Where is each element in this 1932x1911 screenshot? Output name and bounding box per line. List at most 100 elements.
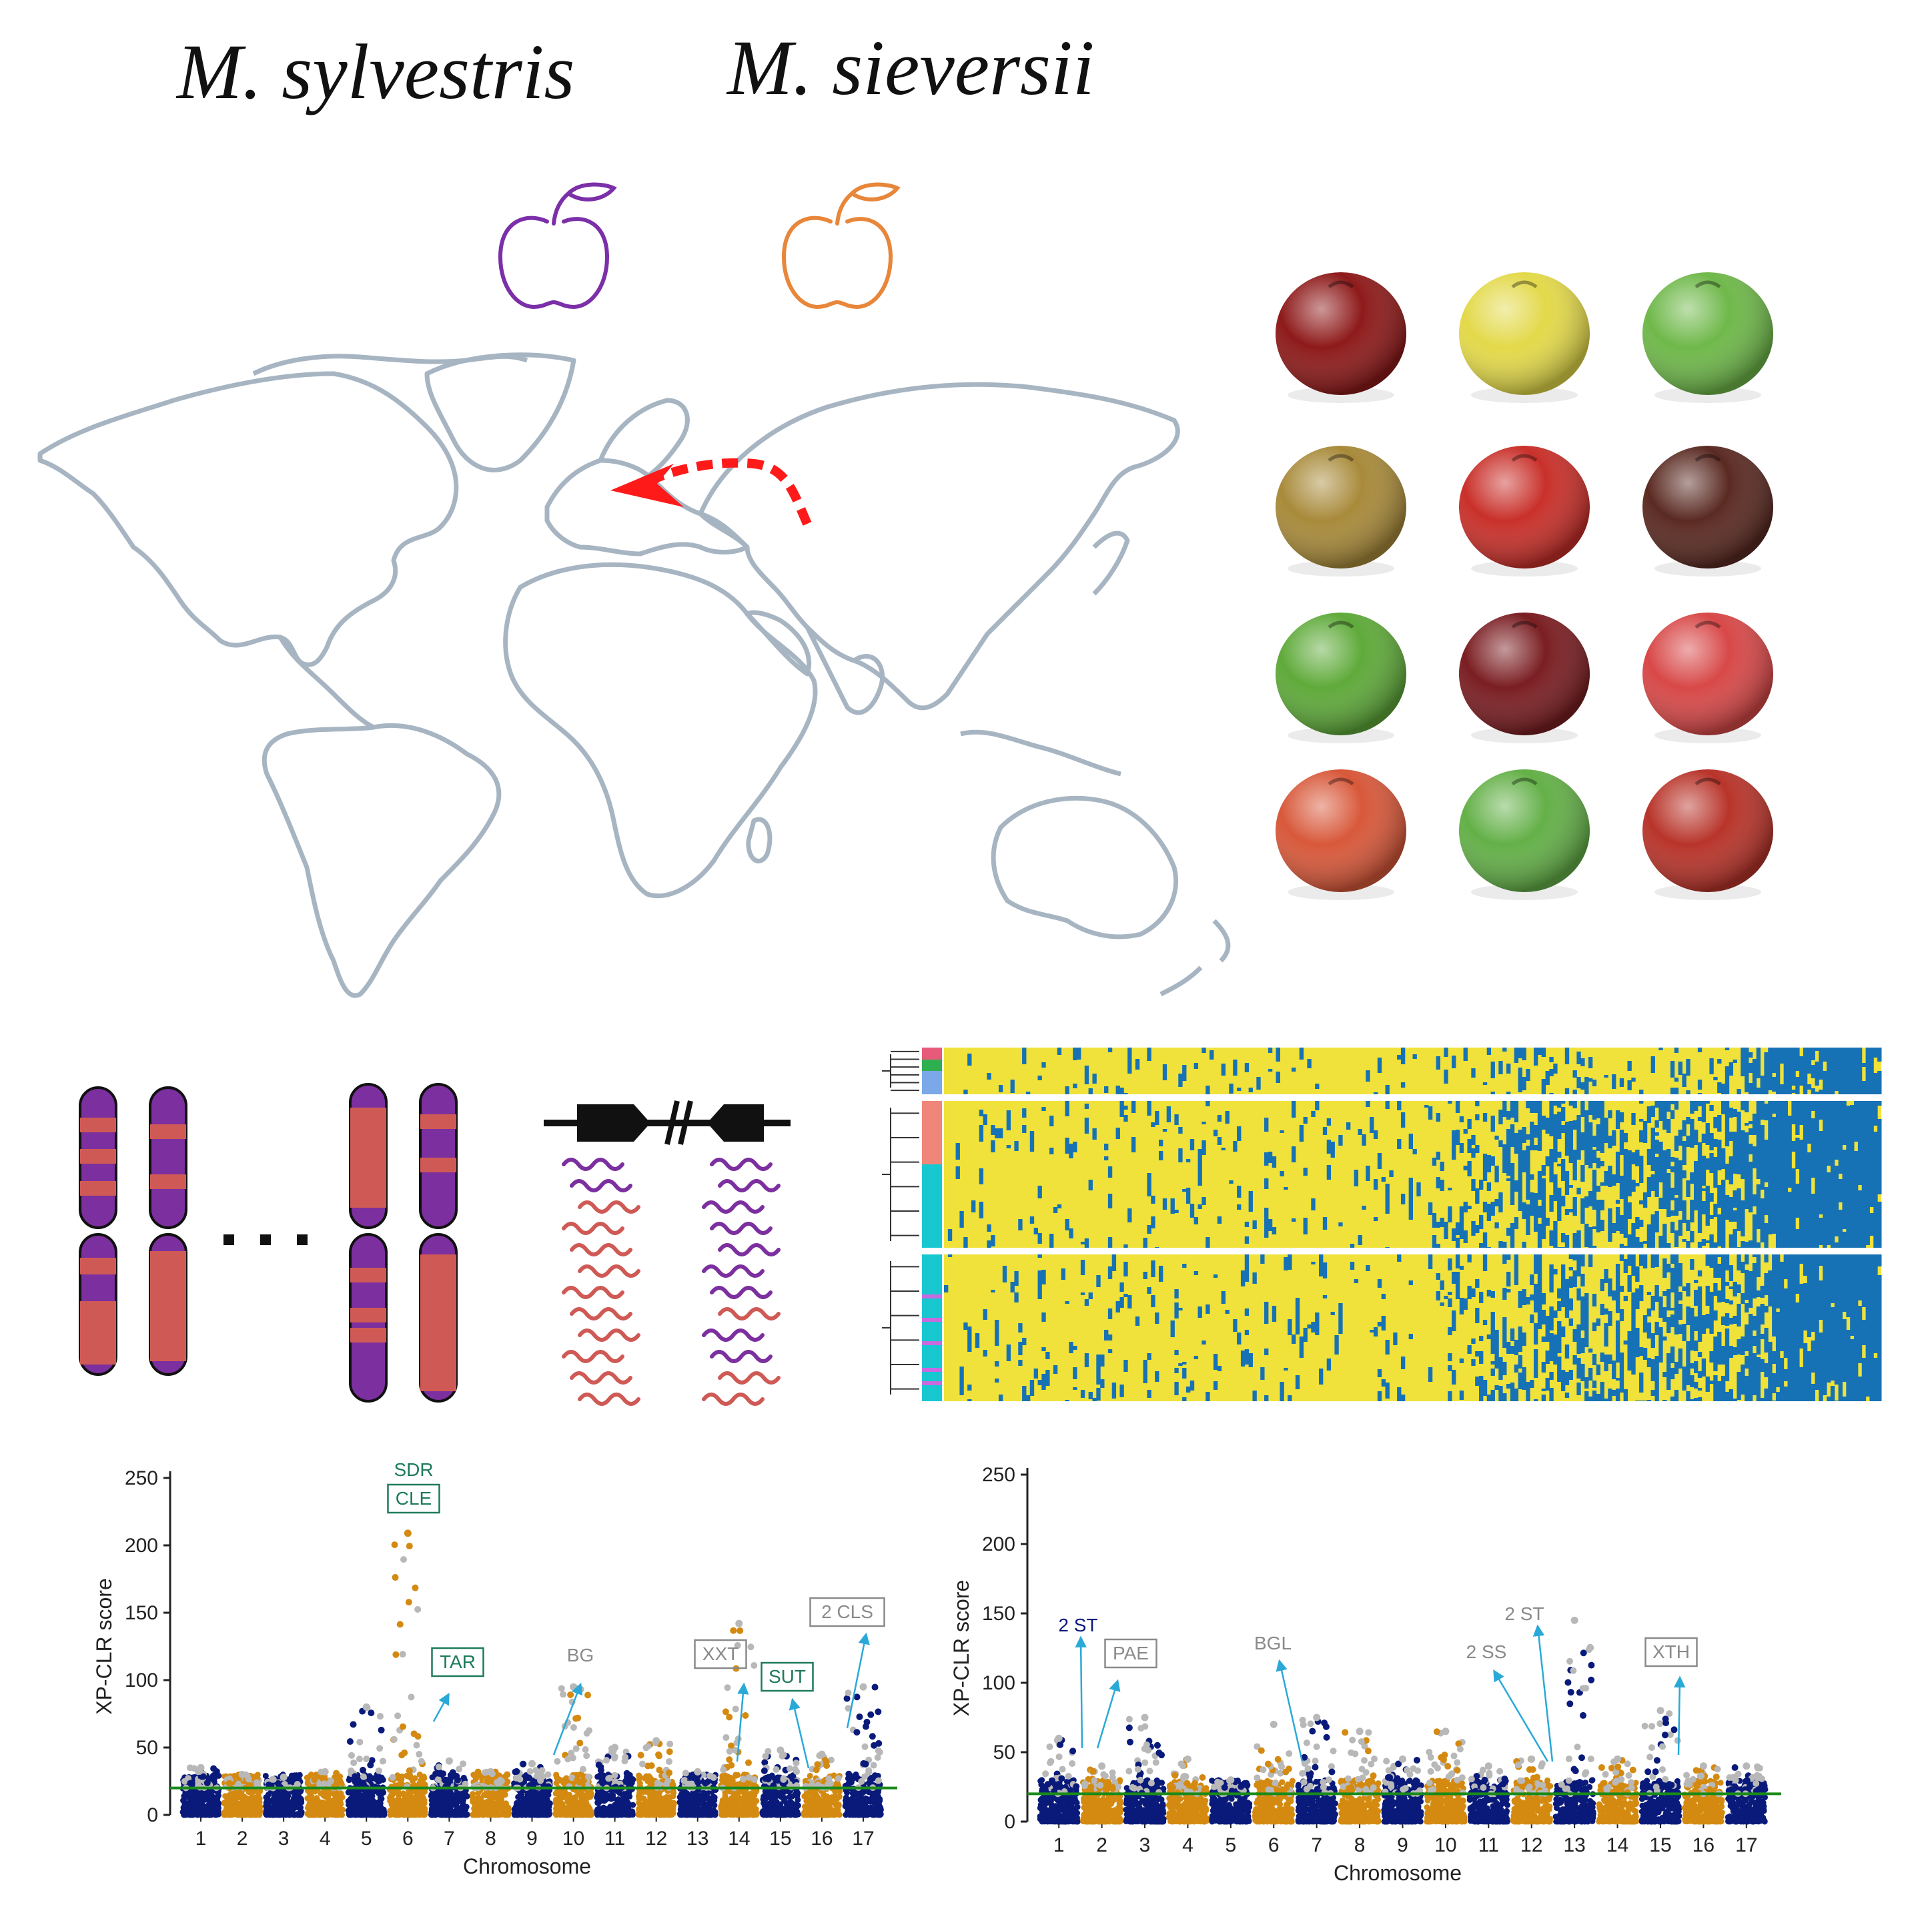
data-point (215, 1800, 221, 1806)
data-point (493, 1779, 500, 1786)
chromosome (419, 1083, 458, 1403)
apple-photo (1459, 446, 1590, 577)
data-point (199, 1773, 207, 1780)
read-strand (570, 1179, 632, 1192)
data-point (611, 1744, 619, 1752)
group-bar (922, 1101, 942, 1164)
data-point (443, 1801, 450, 1808)
data-point (516, 1799, 523, 1806)
arrow-head-icon (610, 464, 684, 507)
read-strand (562, 1222, 624, 1235)
chromosome (79, 1086, 117, 1376)
data-point (404, 1802, 411, 1808)
data-point (579, 1766, 586, 1773)
group-bar (922, 1381, 942, 1385)
data-point (579, 1806, 586, 1813)
data-point (406, 1543, 413, 1550)
chromosome (149, 1086, 187, 1376)
data-point (682, 1770, 689, 1777)
data-point (780, 1776, 787, 1783)
data-point (350, 1759, 358, 1766)
data-point (726, 1748, 733, 1755)
data-point (354, 1778, 362, 1786)
data-point (334, 1790, 340, 1797)
data-point (414, 1606, 422, 1613)
map-se-asia-islands (960, 729, 1121, 777)
data-point (362, 1703, 370, 1711)
data-point (408, 1693, 415, 1701)
data-point (187, 1780, 194, 1787)
data-point (406, 1767, 413, 1774)
data-point (597, 1798, 604, 1804)
data-point (207, 1812, 213, 1818)
data-point (720, 1812, 727, 1818)
read-strand (710, 1158, 773, 1171)
data-point (232, 1808, 239, 1815)
data-point (490, 1809, 497, 1816)
data-point (793, 1805, 800, 1812)
data-point (191, 1765, 198, 1772)
data-point (743, 1802, 750, 1808)
data-point (562, 1776, 568, 1783)
data-point (441, 1811, 448, 1818)
data-point (655, 1751, 662, 1758)
data-point (636, 1780, 643, 1787)
data-point (737, 1804, 744, 1811)
x-tick-label: 15 (769, 1828, 791, 1850)
data-point (263, 1808, 270, 1814)
map-central-america (278, 636, 375, 730)
group-bar (922, 1368, 942, 1372)
data-point (682, 1798, 689, 1805)
data-point (690, 1796, 697, 1803)
data-point (197, 1764, 205, 1772)
data-point (464, 1793, 470, 1800)
data-point (583, 1752, 590, 1760)
apple-photo (1276, 272, 1406, 403)
data-point (804, 1798, 811, 1805)
data-point (397, 1802, 404, 1808)
data-point (378, 1726, 385, 1734)
data-point (307, 1790, 314, 1797)
data-point (639, 1760, 646, 1768)
data-point (562, 1789, 568, 1796)
data-point (280, 1773, 288, 1781)
data-point (650, 1807, 657, 1814)
data-point (242, 1797, 249, 1804)
read-strand (578, 1200, 640, 1214)
data-point (621, 1758, 628, 1765)
data-point (338, 1810, 344, 1817)
data-point (363, 1756, 370, 1763)
data-point (526, 1792, 532, 1799)
data-point (404, 1529, 412, 1537)
data-point (270, 1804, 277, 1810)
data-point (786, 1765, 793, 1772)
apple-photo (1459, 769, 1590, 900)
data-point (380, 1789, 387, 1796)
read-strand (702, 1264, 765, 1278)
data-point (732, 1705, 739, 1713)
apple-photo (1642, 446, 1773, 577)
data-point (572, 1745, 580, 1752)
data-point (569, 1754, 576, 1762)
data-point (553, 1772, 560, 1778)
data-point (503, 1802, 510, 1809)
world-map (37, 352, 1231, 998)
data-point (835, 1775, 842, 1782)
data-point (413, 1742, 420, 1749)
data-point (388, 1792, 394, 1799)
data-point (416, 1750, 423, 1758)
map-japan (1092, 530, 1130, 596)
apple-photo (1276, 446, 1406, 577)
data-point (570, 1683, 578, 1691)
data-point (440, 1770, 447, 1778)
y-tick-label: 250 (125, 1467, 158, 1489)
data-point (239, 1806, 246, 1812)
data-point (452, 1808, 459, 1815)
data-point (827, 1811, 833, 1818)
data-point (486, 1778, 493, 1785)
data-point (348, 1767, 355, 1774)
data-point (710, 1774, 717, 1782)
data-point (308, 1801, 314, 1808)
read-strand (710, 1286, 773, 1299)
